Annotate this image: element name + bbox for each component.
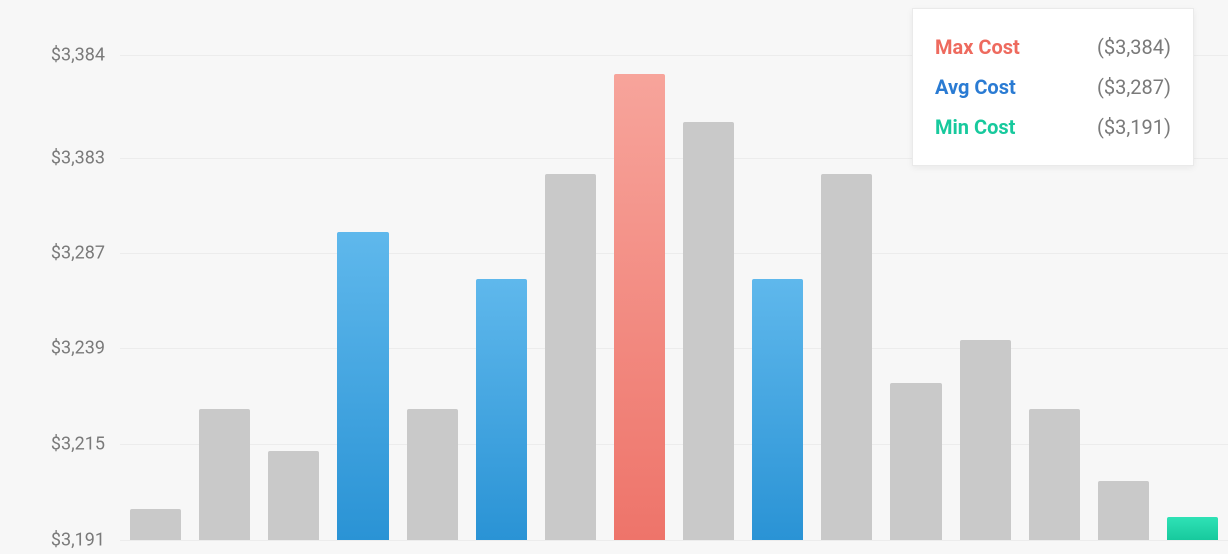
legend-row-max: Max Cost ($3,384) [935,27,1171,67]
chart-bar [337,232,388,540]
chart-bar [890,383,941,540]
cost-chart: $3,384 $3,383 $3,287 $3,239 $3,215 $3,191 Max… [0,0,1228,554]
y-axis-label: $3,191 [51,530,105,551]
chart-bar [1167,517,1218,540]
cost-legend-card: Max Cost ($3,384) Avg Cost ($3,287) Min … [912,8,1194,166]
legend-row-min: Min Cost ($3,191) [935,107,1171,147]
legend-value-max: ($3,384) [1097,35,1171,59]
legend-value-min: ($3,191) [1097,115,1171,139]
y-axis-label: $3,383 [51,148,105,169]
chart-bar [199,409,250,540]
chart-bar [130,509,181,540]
chart-bar [960,340,1011,540]
legend-value-avg: ($3,287) [1097,75,1171,99]
chart-bar [476,279,527,540]
legend-label-max: Max Cost [935,35,1020,59]
chart-bar [1098,481,1149,540]
chart-bar [268,451,319,540]
chart-bar [752,279,803,540]
y-axis-label: $3,287 [51,243,105,264]
chart-bar [821,174,872,540]
chart-bar [683,122,734,540]
chart-y-axis: $3,384 $3,383 $3,287 $3,239 $3,215 $3,191 [0,0,120,554]
legend-label-min: Min Cost [935,115,1015,139]
y-axis-label: $3,239 [51,338,105,359]
y-axis-label: $3,384 [51,45,105,66]
legend-row-avg: Avg Cost ($3,287) [935,67,1171,107]
y-axis-label: $3,215 [51,434,105,455]
chart-bar [545,174,596,540]
chart-bar [407,409,458,540]
legend-label-avg: Avg Cost [935,75,1016,99]
chart-bar [614,74,665,540]
chart-bar [1029,409,1080,540]
